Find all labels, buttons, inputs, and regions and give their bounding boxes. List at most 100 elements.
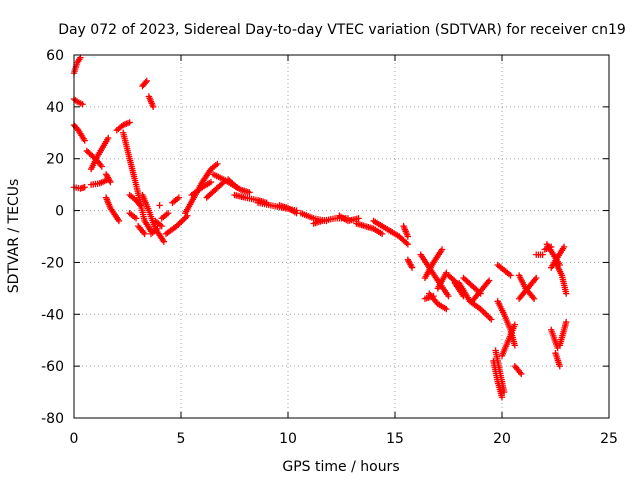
data-segment [552, 259, 570, 297]
data-point [154, 225, 161, 232]
data-point [175, 194, 183, 201]
data-point [79, 101, 86, 108]
chart-title: Day 072 of 2023, Sidereal Day-to-day VTE… [58, 22, 626, 38]
x-tick-label: 0 [70, 431, 79, 447]
data-segment [147, 225, 161, 238]
data-point [378, 230, 386, 238]
data-segment [70, 54, 84, 77]
data-segment [494, 298, 519, 349]
data-point [560, 243, 568, 251]
data-segment [87, 134, 112, 173]
data-point [481, 310, 489, 317]
data-point [81, 184, 88, 191]
data-point [563, 290, 570, 297]
data-segment [156, 202, 163, 209]
axis-layer: 0 5 10 15 20 25 -80 -60 -40 -20 0 20 40 60 [41, 48, 618, 447]
data-segment [456, 279, 495, 323]
grid-layer [74, 55, 609, 418]
data-point [438, 246, 446, 253]
data-segment [336, 212, 362, 225]
data-point [498, 394, 506, 401]
data-point [530, 295, 538, 302]
data-point [452, 278, 459, 286]
data-point [408, 264, 416, 271]
data-point [132, 215, 140, 222]
data-segment [70, 95, 86, 108]
y-tick-label: -20 [41, 255, 64, 271]
data-point [160, 238, 168, 245]
data-segment [188, 178, 215, 199]
data-segment [387, 228, 412, 248]
data-segment [490, 357, 506, 401]
data-point [404, 241, 412, 248]
data-point [149, 103, 157, 111]
data-segment [468, 277, 493, 305]
y-tick-label: 60 [46, 48, 64, 64]
data-point [176, 219, 183, 227]
y-tick-label: -40 [41, 307, 64, 323]
data-segment [158, 209, 172, 222]
data-segment [556, 318, 570, 349]
data-point [404, 233, 412, 240]
data-segment [70, 121, 88, 144]
data-point [156, 202, 163, 209]
y-tick-label: -60 [41, 359, 64, 375]
x-tick-label: 25 [600, 431, 618, 447]
data-segment [152, 217, 165, 230]
data-point [563, 318, 570, 326]
data-point [511, 342, 519, 349]
data-point [484, 278, 492, 286]
data-segment [445, 272, 461, 287]
data-segment [548, 326, 561, 352]
data-point [233, 184, 240, 191]
data-point [556, 362, 563, 370]
data-point [507, 272, 514, 279]
data-point [480, 308, 487, 316]
data-segment [515, 274, 540, 302]
data-segment [162, 212, 191, 238]
data-point [158, 222, 165, 230]
data-point [488, 316, 495, 323]
data-point [207, 178, 215, 186]
data-point [98, 163, 106, 170]
data-point [81, 137, 88, 144]
data-point [485, 277, 493, 284]
data-point [430, 292, 437, 300]
data-segment [102, 194, 123, 225]
data-point [518, 370, 525, 378]
data-point [141, 230, 148, 238]
x-tick-label: 10 [279, 431, 297, 447]
data-point [178, 218, 185, 225]
data-segment [434, 269, 450, 292]
data-point [164, 209, 172, 217]
data-segment [421, 246, 446, 282]
data-segment [498, 321, 519, 359]
data-segment [169, 194, 183, 206]
data-segment [552, 349, 563, 370]
x-tick-label: 5 [177, 431, 186, 447]
data-segment [70, 184, 88, 192]
data-point [179, 217, 187, 224]
x-tick-label: 20 [493, 431, 511, 447]
data-point [142, 79, 149, 86]
data-segment [421, 292, 437, 302]
data-segment [494, 261, 514, 279]
data-segment [145, 93, 157, 111]
data-point [232, 182, 239, 190]
data-point [445, 292, 452, 300]
data-point [214, 160, 221, 168]
data-segment [135, 222, 148, 238]
x-tick-label: 15 [386, 431, 404, 447]
data-segment [533, 251, 546, 258]
data-point [143, 77, 150, 85]
data-point [483, 311, 490, 319]
data-point [246, 189, 253, 196]
y-tick-label: 40 [46, 100, 64, 116]
data-segment [353, 220, 386, 238]
data-point [137, 202, 144, 209]
data-point [105, 134, 112, 142]
data-segment [511, 362, 525, 378]
data-point [126, 119, 133, 126]
data-segment [276, 202, 300, 217]
